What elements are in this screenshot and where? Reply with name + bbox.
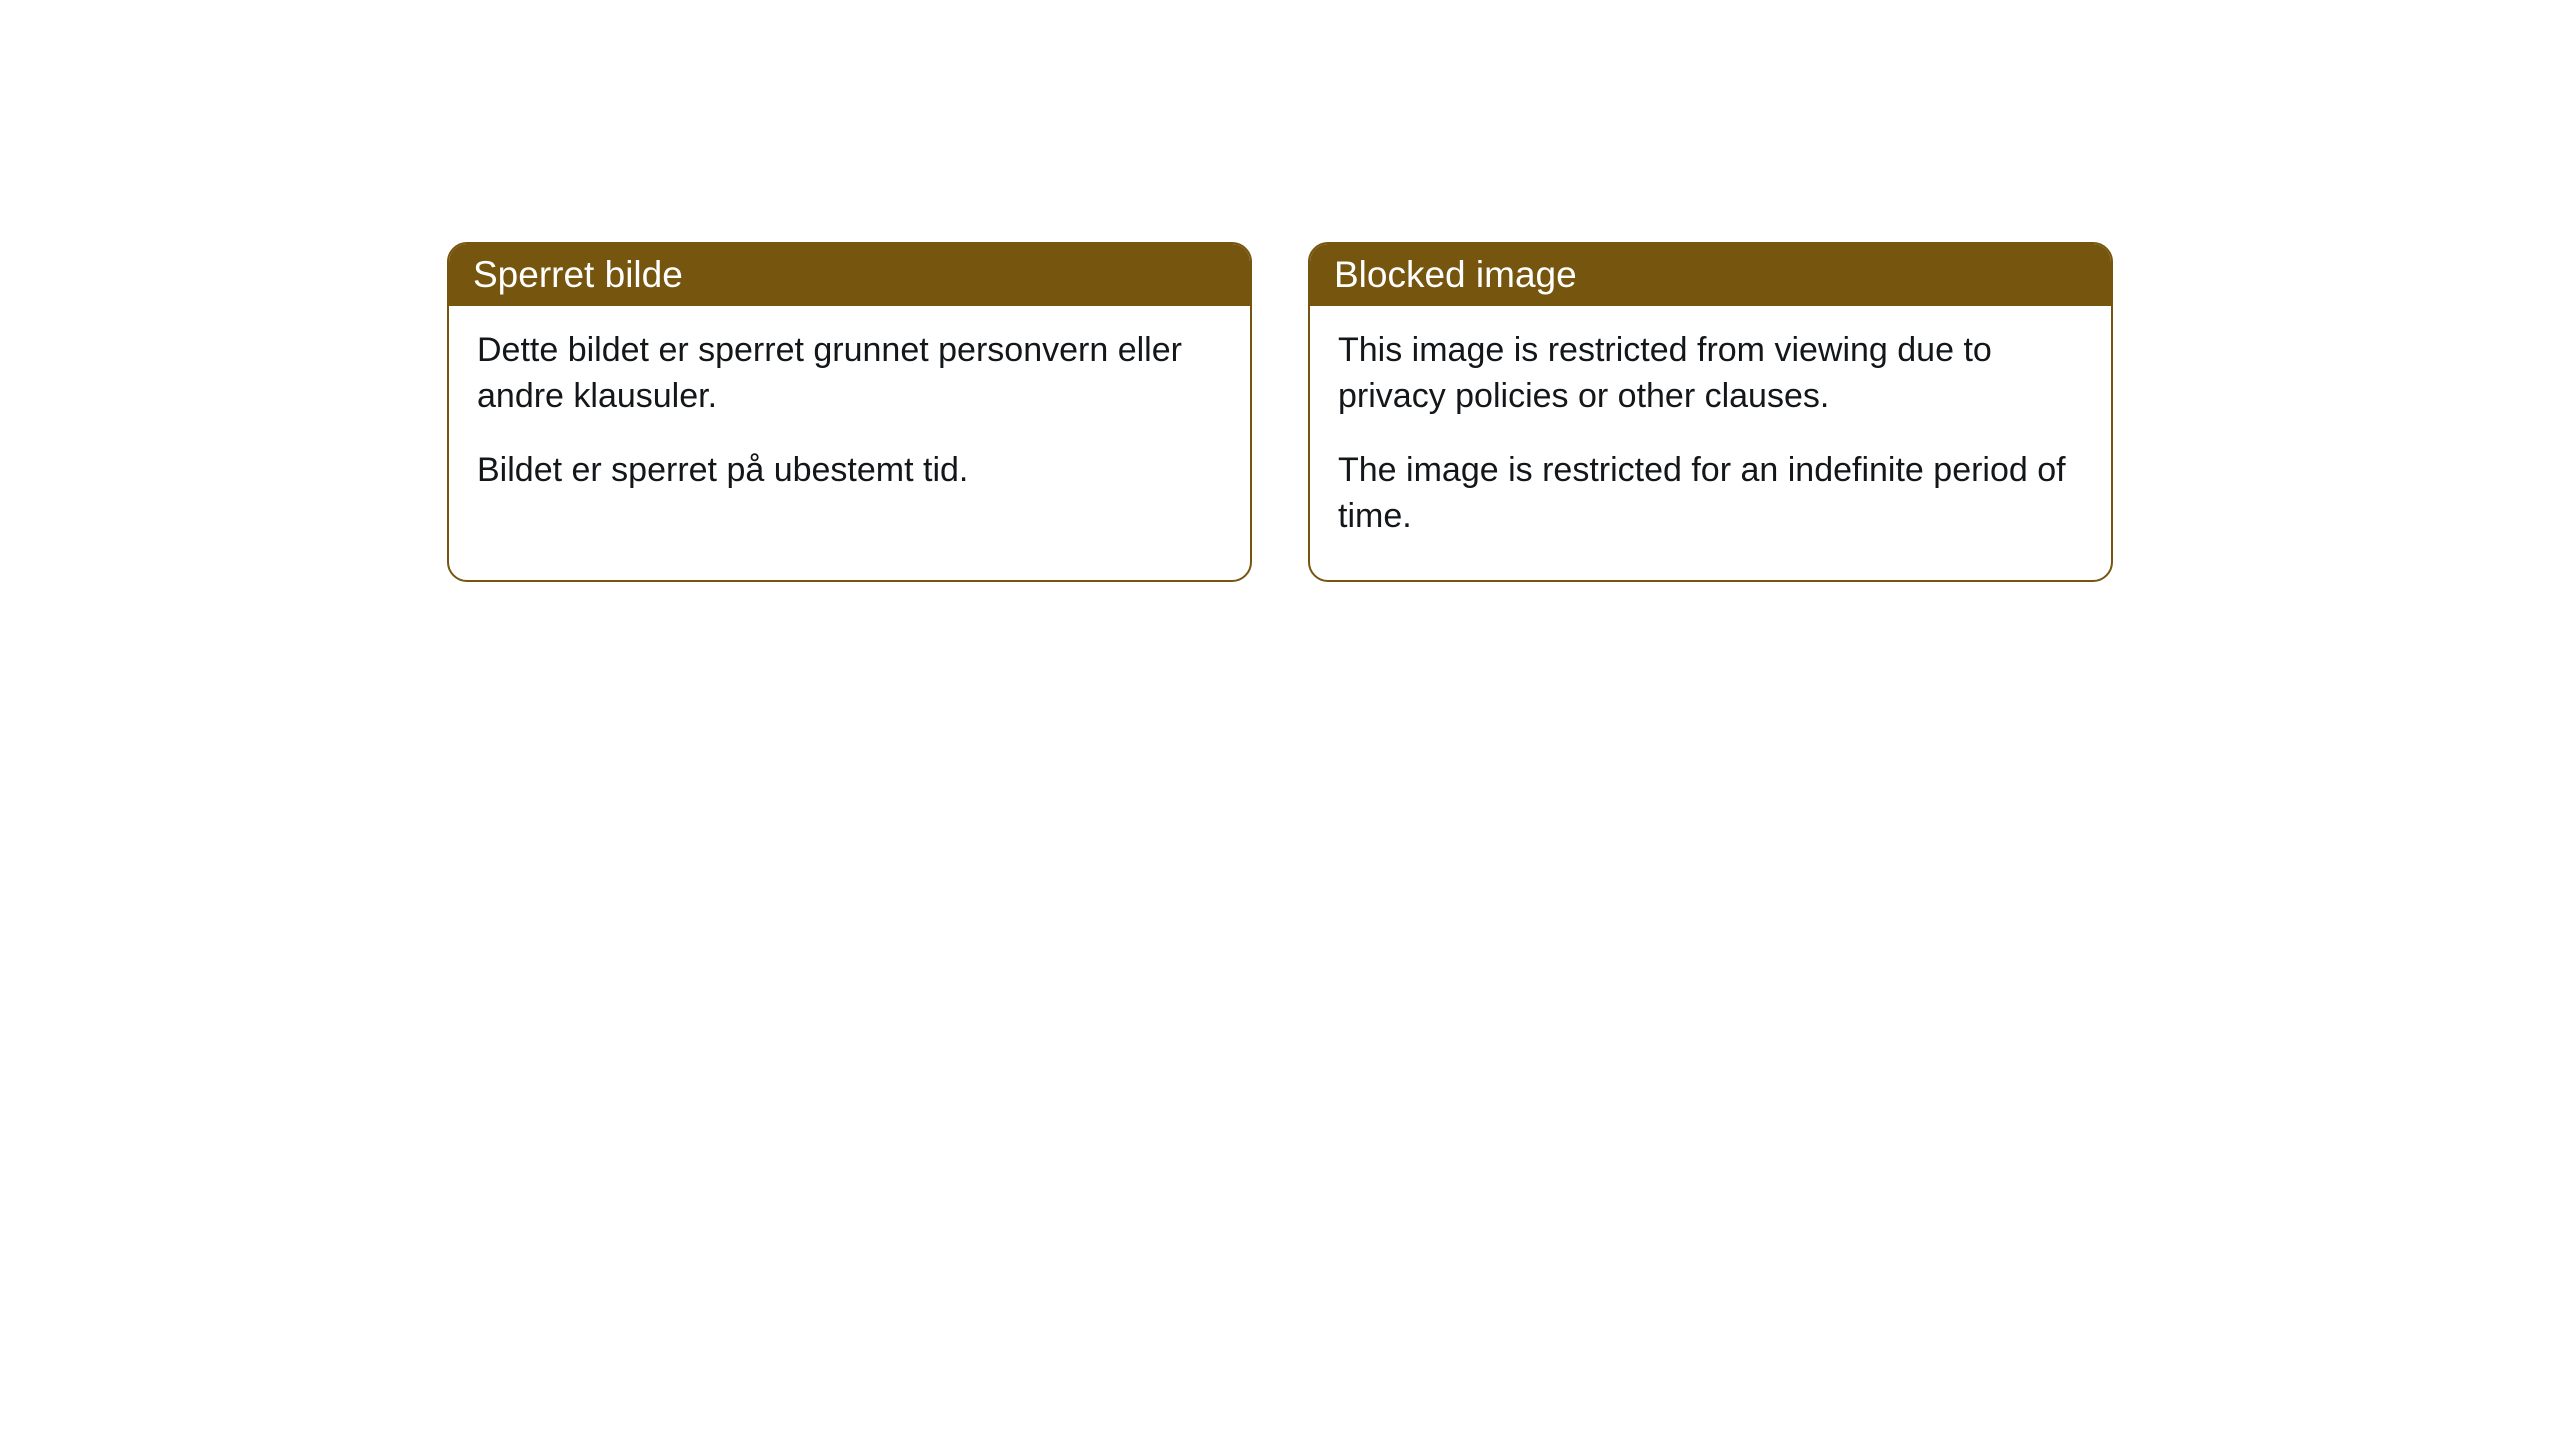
blocked-image-card-no: Sperret bilde Dette bildet er sperret gr… (447, 242, 1252, 582)
card-para2-en: The image is restricted for an indefinit… (1338, 448, 2083, 540)
card-title-en: Blocked image (1334, 254, 1577, 295)
card-title-no: Sperret bilde (473, 254, 683, 295)
card-para2-no: Bildet er sperret på ubestemt tid. (477, 448, 1222, 494)
card-header-no: Sperret bilde (449, 244, 1250, 306)
card-para1-en: This image is restricted from viewing du… (1338, 328, 2083, 420)
card-para1-no: Dette bildet er sperret grunnet personve… (477, 328, 1222, 420)
card-header-en: Blocked image (1310, 244, 2111, 306)
blocked-image-card-en: Blocked image This image is restricted f… (1308, 242, 2113, 582)
notice-container: Sperret bilde Dette bildet er sperret gr… (0, 0, 2560, 582)
card-body-no: Dette bildet er sperret grunnet personve… (449, 306, 1250, 534)
card-body-en: This image is restricted from viewing du… (1310, 306, 2111, 580)
